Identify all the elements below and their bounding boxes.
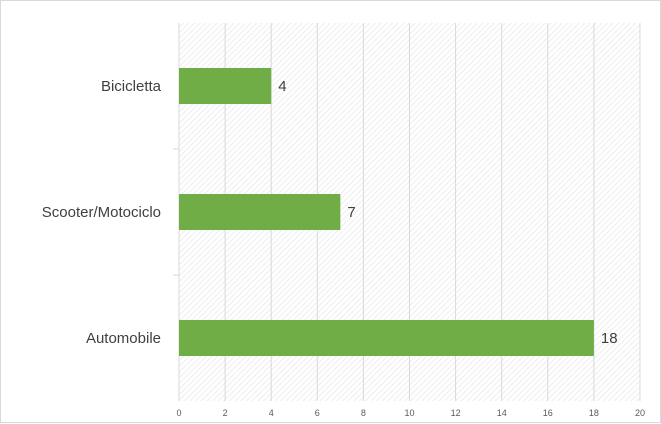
bar [179, 194, 341, 230]
data-label: 7 [347, 204, 355, 221]
data-label: 4 [278, 78, 286, 95]
x-tick-label: 12 [451, 408, 461, 418]
x-tick-labels: 0 2 4 6 8 10 12 14 16 18 20 [176, 408, 645, 418]
x-tick-label: 16 [543, 408, 553, 418]
data-label: 18 [601, 330, 618, 347]
category-label: Automobile [86, 330, 161, 347]
x-tick-label: 10 [404, 408, 414, 418]
x-tick-label: 4 [269, 408, 274, 418]
category-labels: Bicicletta Scooter/Motociclo Automobile [42, 78, 162, 347]
x-tick-label: 8 [361, 408, 366, 418]
x-tick-label: 0 [176, 408, 181, 418]
bars: 4 7 18 [179, 68, 618, 356]
x-tick-label: 14 [497, 408, 507, 418]
category-label: Bicicletta [101, 78, 162, 95]
x-tick-label: 2 [223, 408, 228, 418]
category-label: Scooter/Motociclo [42, 204, 161, 221]
bar [179, 68, 272, 104]
bar [179, 320, 594, 356]
x-tick-label: 18 [589, 408, 599, 418]
x-tick-label: 6 [315, 408, 320, 418]
x-tick-label: 20 [635, 408, 645, 418]
